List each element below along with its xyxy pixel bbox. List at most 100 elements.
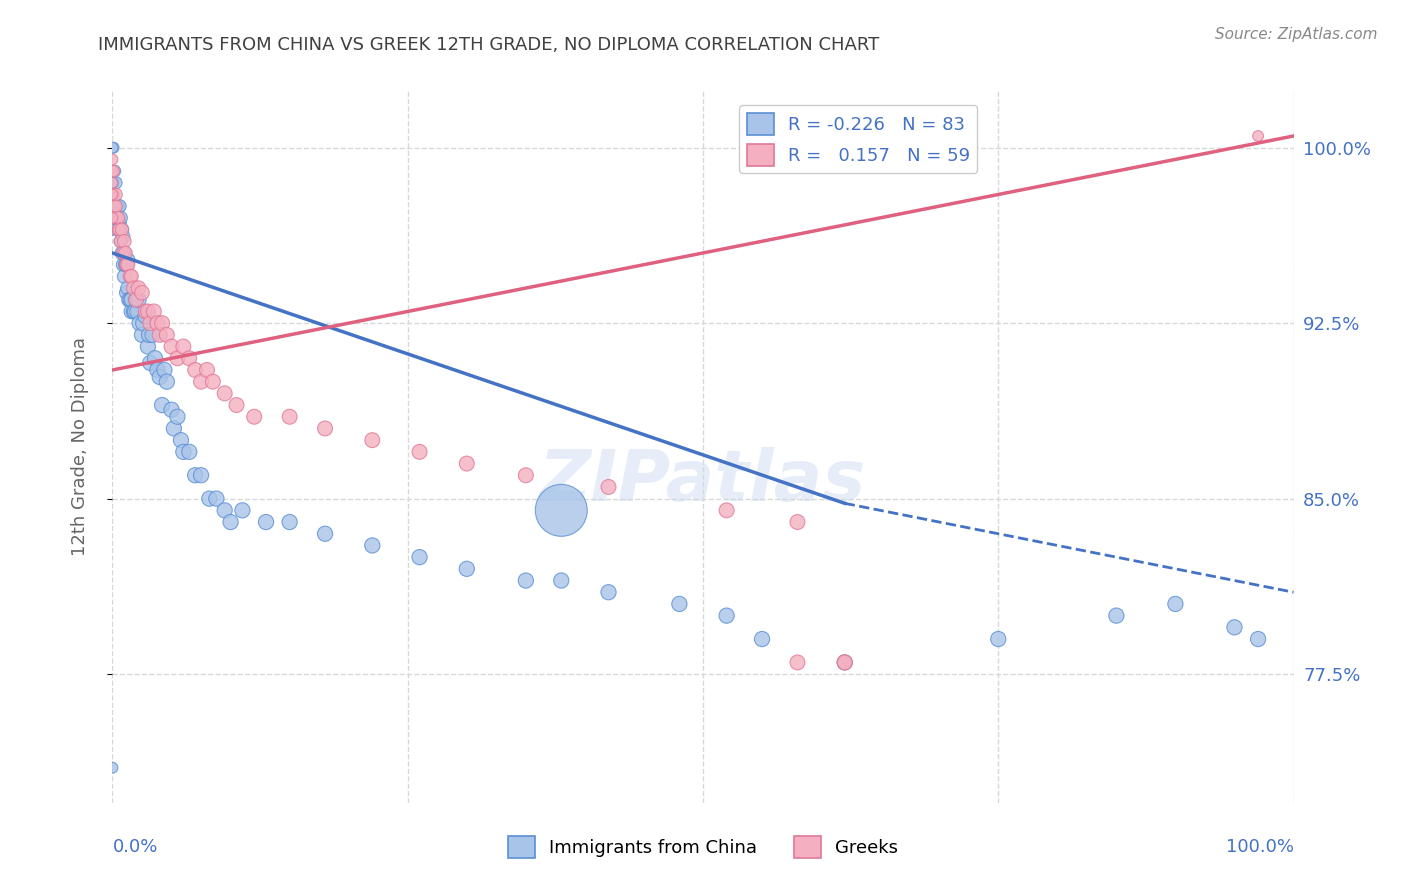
Point: [156, 375, 179, 389]
Point: [101, 211, 124, 225]
Point: [150, 398, 173, 412]
Legend: Immigrants from China, Greeks: Immigrants from China, Greeks: [501, 829, 905, 865]
Point: [107, 199, 129, 213]
Point: [1223, 620, 1246, 634]
Point: [150, 316, 173, 330]
Point: [160, 340, 183, 354]
Point: [231, 503, 253, 517]
Point: [160, 402, 183, 417]
Point: [214, 386, 236, 401]
Point: [125, 293, 148, 307]
Point: [107, 222, 129, 236]
Point: [120, 304, 142, 318]
Point: [139, 356, 162, 370]
Point: [163, 421, 186, 435]
Point: [117, 281, 139, 295]
Point: [117, 258, 139, 272]
Point: [225, 398, 247, 412]
Point: [198, 491, 221, 506]
Point: [107, 222, 129, 236]
Point: [112, 258, 135, 272]
Point: [105, 176, 128, 190]
Point: [117, 252, 139, 267]
Point: [456, 457, 478, 471]
Point: [127, 293, 149, 307]
Point: [131, 285, 153, 300]
Point: [105, 199, 128, 213]
Point: [170, 433, 193, 447]
Point: [834, 656, 856, 670]
Point: [101, 187, 124, 202]
Point: [111, 246, 134, 260]
Point: [115, 285, 138, 300]
Point: [111, 222, 134, 236]
Point: [111, 222, 134, 236]
Point: [179, 445, 201, 459]
Point: [786, 656, 808, 670]
Point: [550, 574, 572, 588]
Point: [1247, 128, 1270, 143]
Point: [101, 176, 124, 190]
Point: [112, 269, 135, 284]
Point: [112, 246, 135, 260]
Point: [122, 304, 145, 318]
Point: [1164, 597, 1187, 611]
Point: [135, 304, 157, 318]
Point: [149, 327, 172, 342]
Point: [105, 187, 128, 202]
Y-axis label: 12th Grade, No Diploma: 12th Grade, No Diploma: [70, 336, 89, 556]
Point: [146, 316, 169, 330]
Point: [103, 141, 125, 155]
Point: [166, 351, 188, 366]
Point: [243, 409, 266, 424]
Point: [201, 375, 224, 389]
Point: [172, 445, 194, 459]
Point: [987, 632, 1010, 646]
Point: [127, 281, 149, 295]
Point: [101, 153, 124, 167]
Point: [108, 199, 131, 213]
Text: ZIPatlas: ZIPatlas: [540, 447, 866, 516]
Point: [101, 141, 124, 155]
Point: [184, 468, 207, 483]
Point: [103, 164, 125, 178]
Point: [1105, 608, 1128, 623]
Point: [751, 632, 773, 646]
Point: [115, 258, 138, 272]
Point: [105, 211, 128, 225]
Text: 0.0%: 0.0%: [112, 838, 157, 856]
Point: [834, 656, 856, 670]
Text: 100.0%: 100.0%: [1226, 838, 1294, 856]
Point: [214, 503, 236, 517]
Point: [110, 211, 132, 225]
Point: [278, 515, 301, 529]
Point: [195, 363, 218, 377]
Point: [122, 281, 145, 295]
Point: [156, 327, 179, 342]
Point: [101, 222, 124, 236]
Point: [120, 269, 142, 284]
Point: [172, 340, 194, 354]
Point: [124, 304, 146, 318]
Point: [103, 187, 125, 202]
Point: [834, 656, 856, 670]
Point: [550, 503, 572, 517]
Point: [149, 370, 172, 384]
Point: [179, 351, 201, 366]
Point: [598, 480, 620, 494]
Point: [131, 327, 153, 342]
Point: [114, 258, 136, 272]
Point: [108, 222, 131, 236]
Point: [278, 409, 301, 424]
Point: [408, 550, 430, 565]
Point: [153, 363, 176, 377]
Point: [110, 234, 132, 248]
Point: [190, 375, 212, 389]
Point: [103, 176, 125, 190]
Point: [716, 608, 738, 623]
Point: [138, 327, 160, 342]
Point: [108, 216, 131, 230]
Point: [125, 293, 148, 307]
Point: [105, 199, 128, 213]
Point: [598, 585, 620, 599]
